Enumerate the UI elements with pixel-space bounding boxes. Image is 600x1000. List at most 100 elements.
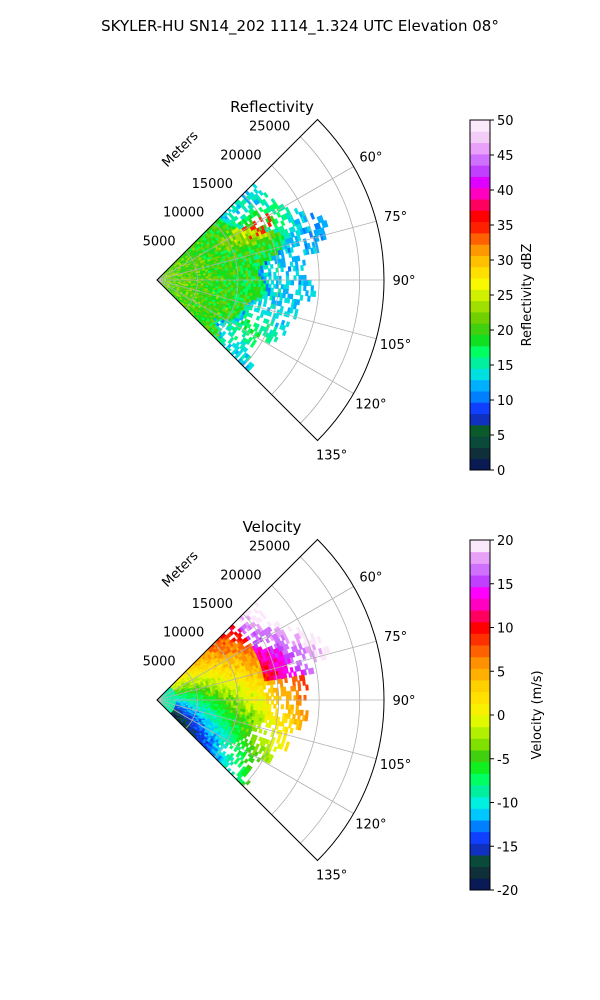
data-cell bbox=[269, 740, 275, 747]
data-cell bbox=[167, 273, 171, 276]
data-cell bbox=[172, 286, 176, 288]
data-cell bbox=[208, 283, 212, 286]
data-cell bbox=[163, 699, 167, 700]
data-cell bbox=[182, 707, 186, 710]
data-cell bbox=[298, 719, 303, 726]
data-cell bbox=[172, 272, 176, 275]
data-cell bbox=[264, 757, 270, 763]
data-cell bbox=[177, 691, 181, 694]
data-cell bbox=[190, 274, 194, 277]
data-cell bbox=[273, 275, 277, 281]
data-cell bbox=[272, 653, 277, 660]
data-cell bbox=[244, 742, 250, 748]
data-cell bbox=[263, 692, 267, 697]
data-cell bbox=[263, 718, 268, 724]
data-cell bbox=[163, 702, 167, 704]
data-cell bbox=[267, 739, 273, 746]
data-cell bbox=[172, 692, 176, 695]
data-cell bbox=[170, 701, 175, 703]
data-cell bbox=[166, 286, 169, 289]
data-cell bbox=[200, 701, 205, 704]
data-cell bbox=[218, 280, 222, 283]
data-cell bbox=[249, 328, 255, 335]
data-cell bbox=[279, 225, 285, 232]
data-cell bbox=[239, 639, 245, 645]
data-cell bbox=[247, 624, 253, 631]
range-tick-label: 25000 bbox=[249, 540, 290, 555]
data-cell bbox=[220, 270, 224, 274]
data-cell bbox=[218, 704, 222, 707]
data-cell bbox=[283, 228, 289, 235]
data-cell bbox=[164, 284, 168, 288]
data-cell bbox=[165, 695, 169, 697]
data-cell bbox=[203, 276, 207, 279]
data-cell bbox=[160, 698, 165, 700]
data-cell bbox=[300, 264, 304, 271]
data-cell bbox=[285, 704, 290, 710]
data-cell bbox=[288, 690, 292, 697]
data-cell bbox=[305, 248, 310, 256]
colorbar-swatch bbox=[470, 232, 490, 245]
data-cell bbox=[268, 696, 272, 701]
data-cell bbox=[281, 257, 286, 264]
data-cell bbox=[262, 302, 267, 308]
data-cell bbox=[210, 272, 214, 275]
data-cell bbox=[185, 695, 189, 698]
colorbar-swatch bbox=[470, 563, 490, 576]
data-cell bbox=[167, 703, 171, 706]
data-cell bbox=[175, 703, 179, 705]
data-cell bbox=[291, 220, 297, 227]
data-cell bbox=[172, 284, 176, 287]
data-cell bbox=[162, 274, 166, 277]
data-cell bbox=[262, 191, 269, 199]
data-cell bbox=[274, 232, 280, 239]
data-cell bbox=[166, 691, 169, 694]
data-cell bbox=[162, 702, 166, 704]
data-cell bbox=[212, 330, 217, 335]
data-cell bbox=[205, 274, 209, 277]
data-cell bbox=[163, 278, 167, 279]
data-cell bbox=[220, 700, 225, 703]
data-cell bbox=[316, 215, 322, 224]
data-cell bbox=[187, 285, 192, 288]
data-cell bbox=[222, 690, 227, 694]
data-cell bbox=[193, 697, 197, 699]
data-cell bbox=[283, 673, 288, 679]
data-cell bbox=[258, 297, 263, 303]
data-cell bbox=[215, 319, 220, 324]
data-cell bbox=[281, 330, 287, 337]
data-cell bbox=[253, 273, 257, 278]
data-cell bbox=[260, 630, 266, 637]
data-cell bbox=[285, 280, 290, 286]
data-cell bbox=[163, 705, 167, 708]
data-cell bbox=[265, 319, 270, 325]
data-cell bbox=[174, 706, 178, 709]
data-cell bbox=[220, 702, 225, 705]
data-cell bbox=[170, 693, 174, 696]
azimuth-spoke bbox=[156, 699, 354, 814]
data-cell bbox=[263, 232, 269, 238]
data-cell bbox=[165, 287, 169, 291]
data-cell bbox=[162, 693, 165, 697]
data-cell bbox=[160, 281, 164, 283]
range-tick-label: 5000 bbox=[143, 654, 176, 669]
data-cell bbox=[183, 283, 187, 286]
data-cell bbox=[310, 667, 315, 675]
data-cell bbox=[175, 698, 180, 700]
data-cell bbox=[170, 282, 174, 285]
data-cell bbox=[220, 286, 224, 290]
data-cell bbox=[203, 700, 207, 702]
data-cell bbox=[168, 707, 172, 710]
data-cell bbox=[297, 649, 303, 656]
data-cell bbox=[173, 278, 177, 280]
data-cell bbox=[178, 278, 182, 280]
data-cell bbox=[257, 301, 262, 306]
data-cell bbox=[190, 696, 195, 698]
data-cell bbox=[227, 327, 232, 333]
data-cell bbox=[267, 707, 272, 713]
data-cell bbox=[268, 230, 274, 237]
data-cell bbox=[163, 698, 167, 700]
colorbar-swatch bbox=[470, 266, 490, 279]
colorbar-swatch bbox=[470, 691, 490, 704]
colorbar-swatch bbox=[470, 598, 490, 611]
